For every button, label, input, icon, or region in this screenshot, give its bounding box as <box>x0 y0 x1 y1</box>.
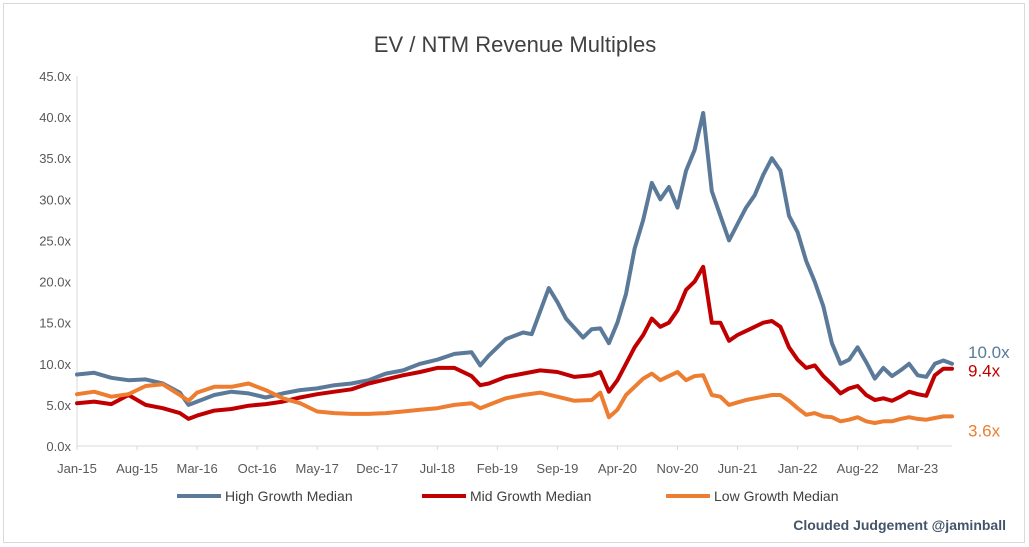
y-tick-label: 0.0x <box>46 439 71 454</box>
legend-label: High Growth Median <box>225 488 353 504</box>
x-axis: Jan-15 Aug-15 Mar-16 Oct-16 May-17 Dec-17 Jul-… <box>57 445 952 476</box>
series-group <box>75 111 954 425</box>
y-tick-label: 30.0x <box>39 192 71 207</box>
y-tick-label: 20.0x <box>39 275 71 290</box>
x-tick-label: Mar-23 <box>897 461 938 476</box>
end-value-label: 9.4x <box>968 362 1001 381</box>
y-tick-label: 15.0x <box>39 316 71 331</box>
x-tick-label: Nov-20 <box>657 461 699 476</box>
y-tick-label: 10.0x <box>39 357 71 372</box>
legend: High Growth Median Mid Growth Median Low G… <box>177 488 839 504</box>
x-tick-label: Jun-21 <box>718 461 758 476</box>
x-tick-label: Oct-16 <box>238 461 277 476</box>
legend-label: Low Growth Median <box>714 488 839 504</box>
chart-title: EV / NTM Revenue Multiples <box>374 32 656 57</box>
legend-label: Mid Growth Median <box>470 488 591 504</box>
series-line-mid-growth-median <box>75 264 954 421</box>
x-tick-label: Jan-15 <box>57 461 97 476</box>
x-tick-label: Mar-16 <box>177 461 218 476</box>
chart-frame: EV / NTM Revenue Multiples 0.0x 5.0x 10.0x… <box>3 3 1025 543</box>
x-tick-label: Dec-17 <box>356 461 398 476</box>
end-value-label: 10.0x <box>968 343 1010 362</box>
y-tick-label: 45.0x <box>39 69 71 84</box>
x-tick-label: Aug-22 <box>837 461 879 476</box>
y-axis: 0.0x 5.0x 10.0x 15.0x 20.0x 25.0x 30.0x 35.0x 40… <box>39 69 78 454</box>
x-tick-label: Jan-22 <box>778 461 818 476</box>
watermark: Clouded Judgement @jaminball <box>793 517 1006 533</box>
x-tick-label: Aug-15 <box>116 461 158 476</box>
series-line-low-growth-median <box>75 370 954 425</box>
y-tick-label: 40.0x <box>39 110 71 125</box>
chart-canvas: EV / NTM Revenue Multiples 0.0x 5.0x 10.0x… <box>39 32 1010 533</box>
y-tick-label: 5.0x <box>46 398 71 413</box>
series-line-high-growth-median <box>75 111 954 407</box>
end-labels: 10.0x9.4x 3.6x <box>968 343 1010 441</box>
x-tick-label: Sep-19 <box>536 461 578 476</box>
x-tick-label: May-17 <box>296 461 339 476</box>
end-value-label: 3.6x <box>968 421 1001 440</box>
x-tick-label: Jul-18 <box>420 461 455 476</box>
x-tick-label: Feb-19 <box>477 461 518 476</box>
x-tick-label: Apr-20 <box>598 461 637 476</box>
y-tick-label: 35.0x <box>39 151 71 166</box>
y-tick-label: 25.0x <box>39 233 71 248</box>
